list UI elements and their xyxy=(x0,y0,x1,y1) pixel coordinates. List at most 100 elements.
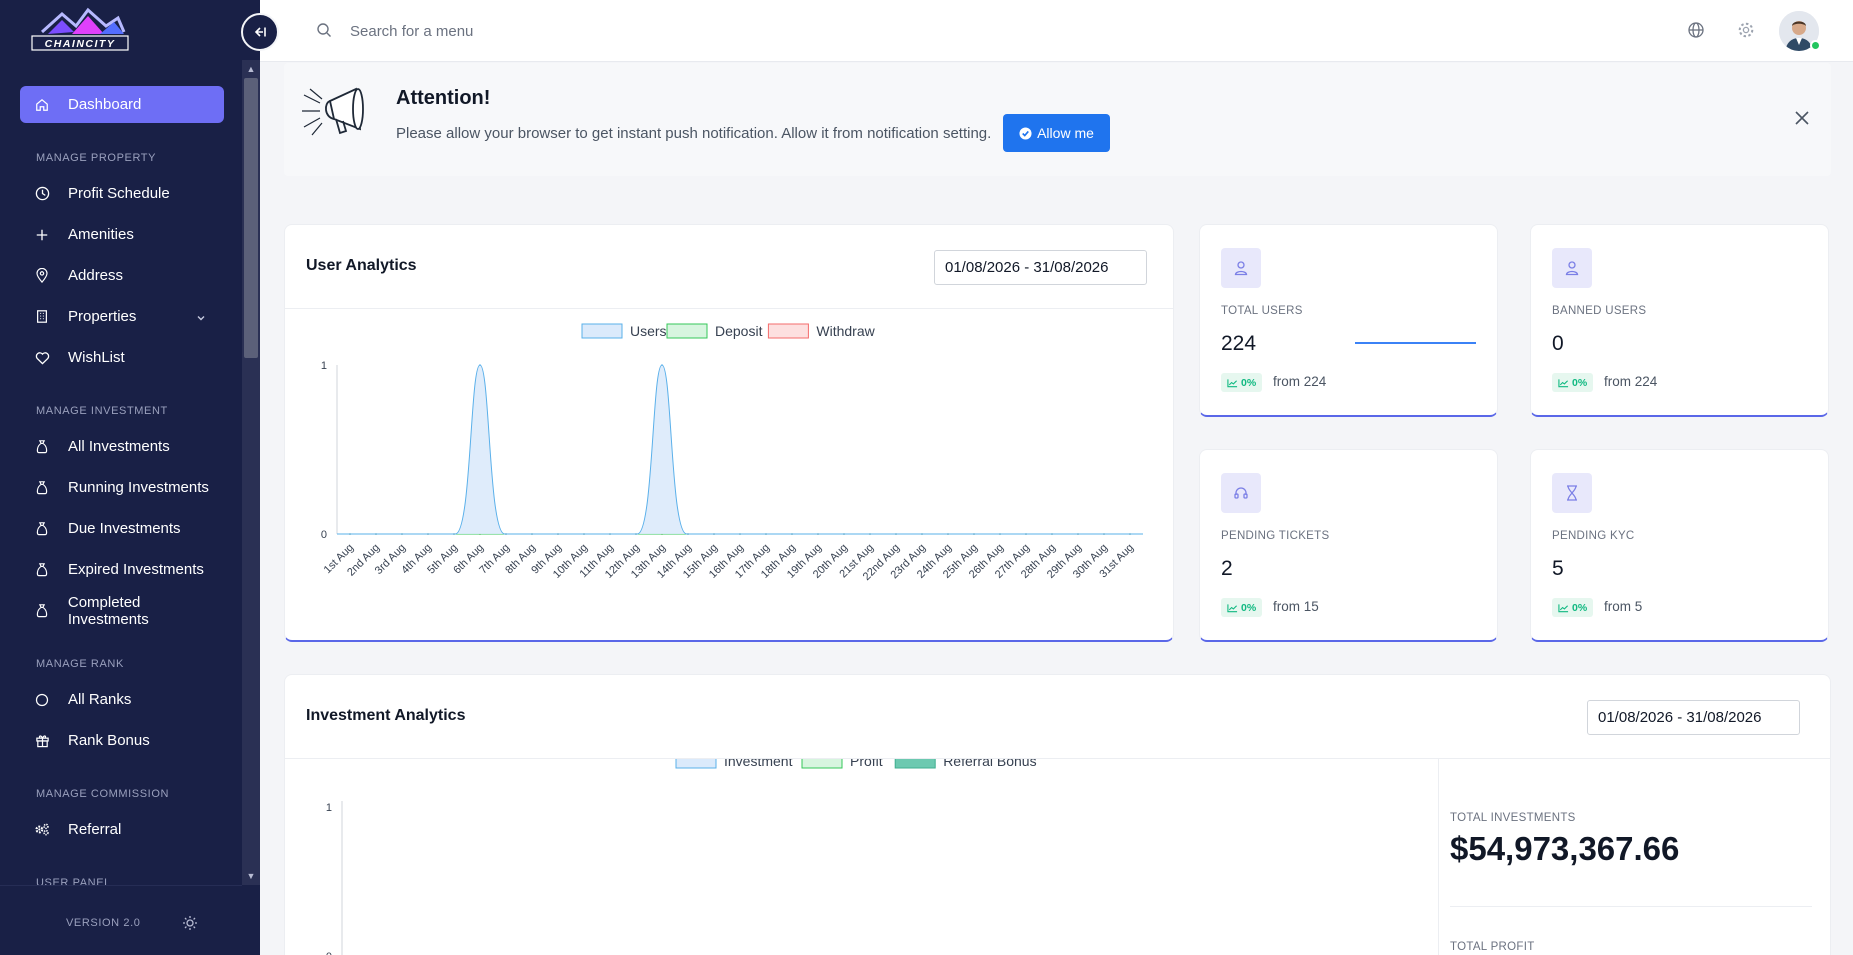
series-point-users xyxy=(453,533,455,535)
series-point-users xyxy=(661,364,663,366)
check-circle-icon xyxy=(1019,126,1032,140)
legend-label: Investment xyxy=(724,759,793,769)
sidebar-item-running-investments[interactable]: Running Investments xyxy=(20,469,224,506)
stat-from: from 224 xyxy=(1273,374,1327,389)
map-pin-icon xyxy=(34,268,50,284)
stat-label: PENDING TICKETS xyxy=(1221,530,1330,542)
sidebar-item-label: Rank Bonus xyxy=(68,732,150,749)
sidebar-scrollbar[interactable]: ▲ ▼ xyxy=(242,60,260,885)
series-point-users xyxy=(1129,533,1131,535)
series-point-users xyxy=(479,364,481,366)
home-icon xyxy=(34,97,50,113)
gift-icon xyxy=(34,733,50,749)
chaincity-logo[interactable]: CHAINCITY xyxy=(28,4,132,58)
sidebar-item-label: Dashboard xyxy=(68,96,142,113)
stat-card-pending-tickets: PENDING TICKETS 2 0% from 15 xyxy=(1199,449,1498,642)
stat-from: from 15 xyxy=(1273,599,1319,614)
sidebar-item-label: Properties xyxy=(68,308,137,325)
sidebar-item-referral[interactable]: Referral xyxy=(20,811,224,848)
sidebar-item-due-investments[interactable]: Due Investments xyxy=(20,510,224,547)
sidebar-item-amenities[interactable]: Amenities xyxy=(20,216,224,253)
sidebar-item-all-investments[interactable]: All Investments xyxy=(20,428,224,465)
series-point-users xyxy=(635,533,637,535)
sidebar-collapse-button[interactable] xyxy=(241,13,279,51)
section-manage-commission: MANAGE COMMISSION xyxy=(36,788,170,800)
series-point-users xyxy=(869,533,871,535)
legend-swatch-deposit xyxy=(666,323,708,339)
section-user-panel: USER PANEL xyxy=(36,877,111,889)
section-manage-rank: MANAGE RANK xyxy=(36,658,124,670)
user-icon xyxy=(1552,248,1592,288)
panel-divider xyxy=(1438,759,1439,955)
series-point-users xyxy=(791,533,793,535)
sidebar-item-expired-investments[interactable]: Expired Investments xyxy=(20,551,224,588)
card-header: Investment Analytics 01/08/2026 - 31/08/… xyxy=(285,675,1830,759)
banner-message: Please allow your browser to get instant… xyxy=(396,125,992,142)
legend-swatch-users xyxy=(581,323,623,339)
change-value: 0% xyxy=(1241,376,1257,389)
clock-icon xyxy=(34,186,50,202)
total-investments-label: TOTAL INVESTMENTS xyxy=(1450,812,1576,824)
money-bag-icon xyxy=(34,521,50,537)
legend-label: Profit xyxy=(850,759,883,769)
stat-label: PENDING KYC xyxy=(1552,530,1635,542)
series-point-users xyxy=(531,533,533,535)
stat-value: 2 xyxy=(1221,557,1233,580)
series-point-users xyxy=(1077,533,1079,535)
sidebar-item-all-ranks[interactable]: All Ranks xyxy=(20,681,224,718)
sidebar-item-profit-schedule[interactable]: Profit Schedule xyxy=(20,175,224,212)
section-manage-investment: MANAGE INVESTMENT xyxy=(36,405,168,417)
user-analytics-date-range[interactable]: 01/08/2026 - 31/08/2026 xyxy=(934,250,1147,285)
sun-icon[interactable] xyxy=(182,915,198,936)
sidebar-item-label: Address xyxy=(68,267,124,284)
change-badge: 0% xyxy=(1552,373,1594,392)
series-point-users xyxy=(1103,533,1105,535)
sidebar-item-label: Profit Schedule xyxy=(68,185,170,202)
allow-me-label: Allow me xyxy=(1037,125,1094,141)
scrollbar-thumb[interactable] xyxy=(244,78,258,358)
sidebar-item-label: Amenities xyxy=(68,226,134,243)
headset-icon xyxy=(1221,473,1261,513)
series-point-users xyxy=(713,533,715,535)
version-label: VERSION 2.0 xyxy=(66,917,141,929)
series-point-users xyxy=(427,533,429,535)
sidebar-item-label: Due Investments xyxy=(68,520,181,537)
sidebar-item-rank-bonus[interactable]: Rank Bonus xyxy=(20,722,224,759)
scroll-up-icon[interactable]: ▲ xyxy=(246,64,256,74)
series-point-users xyxy=(505,533,507,535)
series-point-users xyxy=(375,533,377,535)
change-value: 0% xyxy=(1572,601,1588,614)
allow-me-button[interactable]: Allow me xyxy=(1003,114,1110,152)
search-input[interactable] xyxy=(350,16,750,46)
plus-icon xyxy=(34,227,50,243)
investment-analytics-card: Investment Analytics 01/08/2026 - 31/08/… xyxy=(284,674,1831,955)
legend-label: Referral Bonus xyxy=(943,759,1036,769)
series-point-users xyxy=(999,533,1001,535)
legend-label: Withdraw xyxy=(816,323,875,339)
y-tick-label: 0 xyxy=(326,951,332,955)
sidebar-item-properties[interactable]: Properties xyxy=(20,298,224,335)
legend-swatch-profit xyxy=(801,759,843,769)
stat-from: from 224 xyxy=(1604,374,1658,389)
scroll-down-icon[interactable]: ▼ xyxy=(246,871,256,881)
sidebar-item-dashboard[interactable]: Dashboard xyxy=(20,86,224,123)
card-title: User Analytics xyxy=(306,257,417,274)
card-header: User Analytics 01/08/2026 - 31/08/2026 xyxy=(285,225,1173,309)
investment-analytics-date-range[interactable]: 01/08/2026 - 31/08/2026 xyxy=(1587,700,1800,735)
stat-label: TOTAL USERS xyxy=(1221,305,1303,317)
gear-icon[interactable] xyxy=(1737,21,1755,44)
stat-value: 5 xyxy=(1552,557,1564,580)
sidebar-item-completed-investments[interactable]: Completed Investments xyxy=(20,592,224,629)
legend-swatch-referral-bonus xyxy=(894,759,936,769)
sidebar-item-address[interactable]: Address xyxy=(20,257,224,294)
sidebar-item-wishlist[interactable]: WishList xyxy=(20,339,224,376)
sparkline xyxy=(1355,342,1476,344)
building-icon xyxy=(34,309,50,325)
close-icon[interactable] xyxy=(1794,110,1810,131)
sidebar-item-label: Referral xyxy=(68,821,122,838)
online-status-dot xyxy=(1810,40,1821,51)
globe-icon[interactable] xyxy=(1687,21,1705,44)
y-tick-label: 0 xyxy=(321,529,327,541)
card-title: Investment Analytics xyxy=(306,707,466,724)
y-tick-label: 1 xyxy=(326,802,332,814)
